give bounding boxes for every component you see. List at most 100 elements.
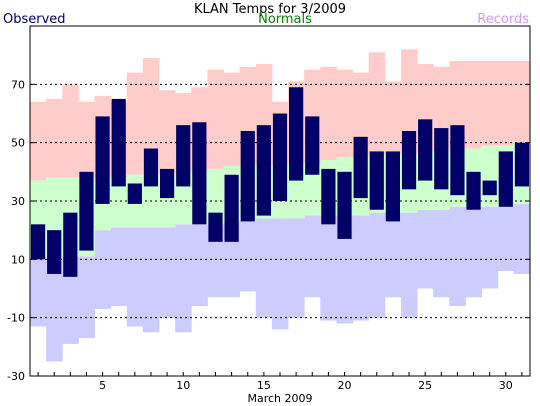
- record-low-band: [62, 256, 79, 344]
- record-high-band: [126, 72, 144, 175]
- observed-bar: [353, 136, 368, 199]
- observed-bar: [450, 125, 465, 196]
- x-tick-label: 10: [176, 379, 190, 392]
- observed-bar: [418, 119, 433, 181]
- record-high-band: [159, 90, 176, 175]
- legend-normals: Normals: [258, 12, 312, 27]
- record-low-band: [110, 227, 128, 306]
- record-low-band: [191, 224, 208, 306]
- observed-bar: [272, 113, 288, 201]
- record-low-band: [46, 259, 63, 362]
- observed-bar: [385, 151, 400, 222]
- record-low-band: [94, 230, 112, 309]
- observed-bar: [256, 125, 271, 216]
- observed-bar: [63, 212, 78, 277]
- record-low-band: [417, 209, 434, 289]
- y-tick-label: 70: [11, 78, 25, 91]
- chart-title: KLAN Temps for 3/2009: [194, 2, 346, 17]
- observed-bar: [127, 183, 142, 204]
- record-high-band: [30, 101, 47, 181]
- record-low-band: [288, 218, 305, 318]
- observed-bar: [160, 168, 175, 199]
- y-tick-label: 30: [11, 195, 25, 208]
- record-low-band: [336, 215, 353, 324]
- record-low-band: [239, 221, 257, 292]
- record-low-band: [304, 215, 321, 298]
- y-tick-label: -30: [7, 370, 25, 383]
- x-tick-label: 25: [418, 379, 432, 392]
- observed-bar: [466, 171, 481, 210]
- record-low-band: [30, 259, 47, 327]
- observed-bar: [176, 125, 191, 187]
- x-tick-label: 15: [257, 379, 271, 392]
- observed-bar: [482, 180, 497, 196]
- normal-band: [304, 163, 321, 216]
- observed-bar: [208, 212, 223, 242]
- y-tick-label: 50: [11, 137, 25, 150]
- record-low-band: [126, 227, 144, 327]
- record-low-band: [433, 209, 450, 298]
- record-low-band: [320, 215, 337, 321]
- observed-bar: [111, 98, 126, 187]
- record-low-band: [384, 212, 402, 298]
- record-low-band: [449, 206, 466, 306]
- record-low-band: [497, 206, 515, 271]
- x-axis-label: March 2009: [247, 392, 312, 405]
- observed-bar: [305, 116, 320, 175]
- x-tick-label: 30: [499, 379, 513, 392]
- record-high-band: [400, 49, 418, 155]
- y-tick-label: -10: [7, 312, 25, 325]
- observed-bar: [95, 116, 110, 204]
- record-high-band: [223, 72, 241, 166]
- observed-bar: [498, 151, 513, 207]
- normal-band: [110, 177, 128, 228]
- record-high-band: [384, 81, 402, 155]
- observed-bar: [192, 122, 207, 225]
- legend-observed: Observed: [3, 12, 66, 27]
- observed-bar: [337, 171, 352, 239]
- record-high-band: [368, 52, 386, 155]
- observed-bar: [47, 230, 62, 274]
- record-high-band: [497, 61, 515, 146]
- record-low-band: [78, 256, 95, 339]
- observed-bar: [434, 128, 449, 190]
- observed-bar: [321, 168, 336, 225]
- record-low-band: [352, 215, 370, 321]
- record-low-band: [271, 218, 289, 330]
- observed-bar: [289, 87, 304, 181]
- record-low-band: [481, 206, 499, 289]
- record-high-band: [62, 84, 79, 178]
- record-high-band: [78, 101, 95, 178]
- observed-bar: [79, 171, 94, 251]
- observed-bar: [224, 174, 239, 242]
- record-low-band: [175, 224, 192, 333]
- record-high-band: [465, 61, 483, 149]
- record-low-band: [368, 212, 386, 318]
- record-low-band: [513, 203, 531, 274]
- normal-band: [481, 145, 499, 207]
- record-high-band: [46, 98, 63, 178]
- record-high-band: [320, 66, 337, 161]
- record-high-band: [336, 69, 353, 158]
- x-tick-label: 5: [99, 379, 106, 392]
- normal-band: [207, 168, 224, 225]
- observed-layer: [30, 87, 530, 277]
- record-low-band: [142, 227, 160, 333]
- record-high-band: [352, 72, 370, 158]
- record-high-band: [142, 58, 160, 175]
- observed-bar: [401, 131, 417, 190]
- record-low-band: [159, 227, 176, 318]
- record-low-band: [255, 218, 273, 318]
- record-low-band: [207, 224, 224, 298]
- records-layer: [30, 49, 531, 362]
- y-tick-label: 10: [11, 253, 25, 266]
- record-low-band: [400, 212, 418, 318]
- observed-bar: [369, 151, 384, 210]
- record-high-band: [207, 69, 224, 169]
- record-high-band: [481, 61, 499, 146]
- x-tick-label: 20: [338, 379, 352, 392]
- legend-records: Records: [477, 12, 529, 27]
- observed-bar: [514, 142, 530, 187]
- observed-bar: [143, 148, 159, 187]
